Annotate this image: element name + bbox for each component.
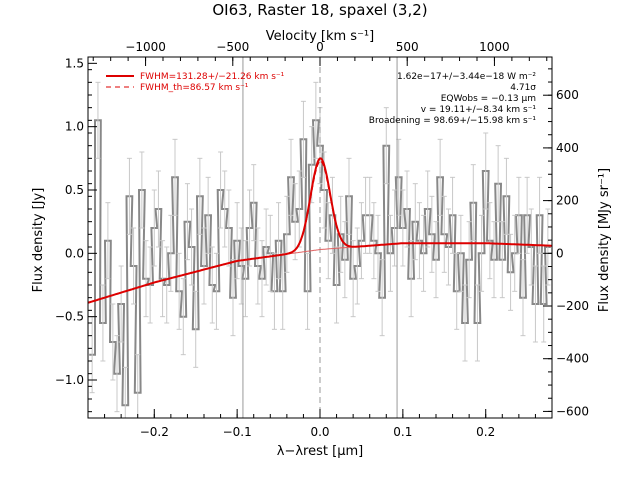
right-axis-title: Flux density [MJy sr⁻¹] xyxy=(597,168,612,312)
left-axis-title: Flux density [Jy] xyxy=(31,188,46,293)
top-tick-label: −1000 xyxy=(125,40,166,54)
bottom-tick-label: −0.2 xyxy=(140,425,169,439)
bottom-tick-label: 0.0 xyxy=(310,425,329,439)
annotation-flux: 1.62e−17+/−3.44e−18 W m⁻² xyxy=(397,72,536,82)
ticks-layer: −0.2 −0.1 0.0 0.1 0.2 −1000 −500 0 500 1000 −1.0 −0… xyxy=(55,40,589,439)
legend-label-fwhm: FWHM=131.28+/−21.26 km s⁻¹ xyxy=(140,72,285,82)
top-axis-title: Velocity [km s⁻¹] xyxy=(266,29,374,44)
bottom-tick-label: 0.2 xyxy=(476,425,495,439)
top-tick-label: 0 xyxy=(316,40,324,54)
chart-title: OI63, Raster 18, spaxel (3,2) xyxy=(212,1,427,19)
legend: FWHM=131.28+/−21.26 km s⁻¹ FWHM_th=86.57… xyxy=(106,72,285,93)
left-tick-label: 0.5 xyxy=(65,183,84,197)
top-tick-label: −500 xyxy=(216,40,249,54)
right-tick-label: −600 xyxy=(556,404,589,418)
right-tick-label: 400 xyxy=(556,141,579,155)
fit-layer xyxy=(87,157,552,304)
right-tick-label: 600 xyxy=(556,88,579,102)
top-tick-label: 500 xyxy=(396,40,419,54)
annotation-broadening: Broadening = 98.69+/−15.98 km s⁻¹ xyxy=(369,116,537,126)
right-tick-label: −200 xyxy=(556,299,589,313)
bottom-tick-label: 0.1 xyxy=(393,425,412,439)
left-tick-label: 1.5 xyxy=(65,56,84,70)
annotation-velocity: v = 19.11+/−8.34 km s⁻¹ xyxy=(421,105,537,115)
reference-lines-layer xyxy=(242,57,398,418)
annotation-eqw: EQWobs = −0.13 μm xyxy=(441,94,536,104)
fit-annotations: 1.62e−17+/−3.44e−18 W m⁻² 4.71σ EQWobs =… xyxy=(369,72,537,126)
bottom-tick-label: −0.1 xyxy=(223,425,252,439)
right-tick-label: −400 xyxy=(556,352,589,366)
line-fit-curve xyxy=(87,157,552,304)
top-tick-label: 1000 xyxy=(479,40,510,54)
annotation-sigma: 4.71σ xyxy=(510,83,536,93)
left-tick-label: 1.0 xyxy=(65,120,84,134)
left-tick-label: −0.5 xyxy=(55,310,84,324)
bottom-axis-title: λ−λrest [μm] xyxy=(277,444,363,459)
legend-label-fwhm-th: FWHM_th=86.57 km s⁻¹ xyxy=(140,83,249,93)
right-tick-label: 200 xyxy=(556,194,579,208)
left-tick-label: 0.0 xyxy=(65,246,84,260)
right-tick-label: 0 xyxy=(556,246,564,260)
left-tick-label: −1.0 xyxy=(55,373,84,387)
